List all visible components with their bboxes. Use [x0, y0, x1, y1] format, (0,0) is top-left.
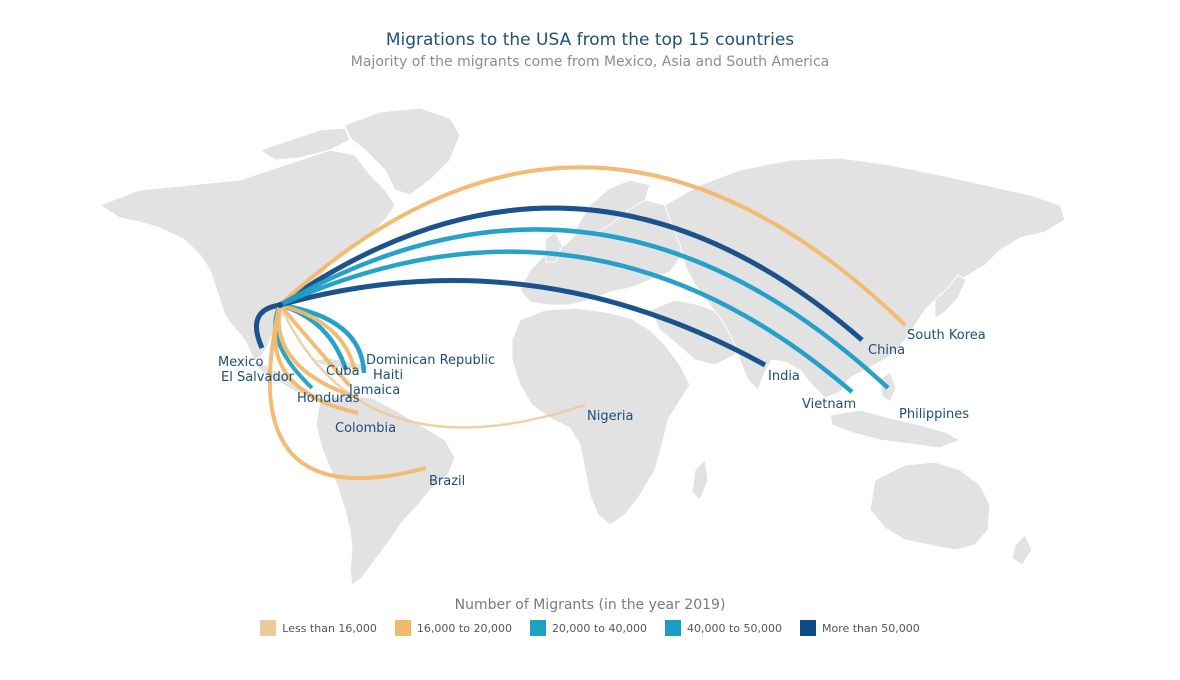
land-australia	[869, 461, 991, 551]
legend-item[interactable]: 40,000 to 50,000	[664, 620, 782, 636]
land-japan	[934, 274, 967, 319]
destination-marker	[277, 302, 283, 308]
legend-item[interactable]: 16,000 to 20,000	[394, 620, 512, 636]
country-label: El Salvador	[221, 370, 295, 385]
land-madagascar	[691, 458, 709, 501]
land-north-america	[98, 149, 396, 361]
legend-item[interactable]: Less than 16,000	[260, 620, 377, 636]
legend-item[interactable]: More than 50,000	[799, 620, 920, 636]
legend-item[interactable]: 20,000 to 40,000	[529, 620, 647, 636]
land-southeast-asia-islands	[829, 409, 962, 449]
land-new-zealand	[1011, 534, 1033, 566]
migration-arc-china[interactable]	[278, 205, 864, 342]
legend-swatch	[529, 620, 546, 636]
country-label: Colombia	[335, 421, 396, 436]
country-label: Jamaica	[348, 383, 400, 398]
legend-swatch	[799, 620, 816, 636]
legend-label: 20,000 to 40,000	[551, 621, 647, 635]
legend-label: Less than 16,000	[282, 621, 377, 635]
legend-label: 16,000 to 20,000	[416, 621, 512, 635]
migration-arc-vietnam[interactable]	[279, 249, 854, 394]
country-label: Vietnam	[802, 397, 856, 412]
migration-arc-brazil[interactable]	[267, 304, 427, 481]
migration-arc-mexico[interactable]	[253, 302, 281, 350]
country-label: Mexico	[218, 355, 263, 370]
country-label: China	[868, 343, 905, 358]
legend-label: More than 50,000	[821, 621, 920, 635]
legend: Less than 16,000 16,000 to 20,000 20,000 t…	[0, 620, 1180, 636]
land-arctic-islands	[258, 127, 351, 161]
country-label: India	[768, 369, 800, 384]
migration-arc-south-korea[interactable]	[278, 165, 907, 327]
migration-arc-philippines[interactable]	[278, 227, 890, 390]
land-greenland	[344, 107, 461, 196]
land-africa	[511, 307, 691, 526]
migration-arcs	[253, 165, 907, 481]
land-asia	[664, 157, 1066, 399]
legend-title: Number of Migrants (in the year 2019)	[454, 597, 726, 613]
legend-swatch	[394, 620, 411, 636]
legend-swatch	[664, 620, 681, 636]
chart-title: Migrations to the USA from the top 15 co…	[385, 30, 795, 50]
country-label: Nigeria	[587, 409, 634, 424]
legend-label: 40,000 to 50,000	[686, 621, 782, 635]
migration-arc-india[interactable]	[279, 278, 767, 368]
legend-swatch	[260, 620, 277, 636]
country-label: Haiti	[373, 368, 403, 383]
country-label: Cuba	[326, 364, 360, 379]
chart-subtitle: Majority of the migrants come from Mexic…	[350, 54, 830, 70]
migration-arc-nigeria[interactable]	[278, 304, 586, 429]
country-label: South Korea	[907, 328, 986, 343]
migration-arc-haiti[interactable]	[279, 303, 357, 373]
country-label: Honduras	[297, 391, 360, 406]
land-scandinavia	[574, 179, 651, 236]
migration-arc-jamaica[interactable]	[278, 303, 352, 388]
country-label: Brazil	[429, 474, 465, 489]
country-label: Philippines	[899, 407, 969, 422]
country-label: Dominican Republic	[366, 353, 495, 368]
land-layer	[98, 107, 1066, 586]
